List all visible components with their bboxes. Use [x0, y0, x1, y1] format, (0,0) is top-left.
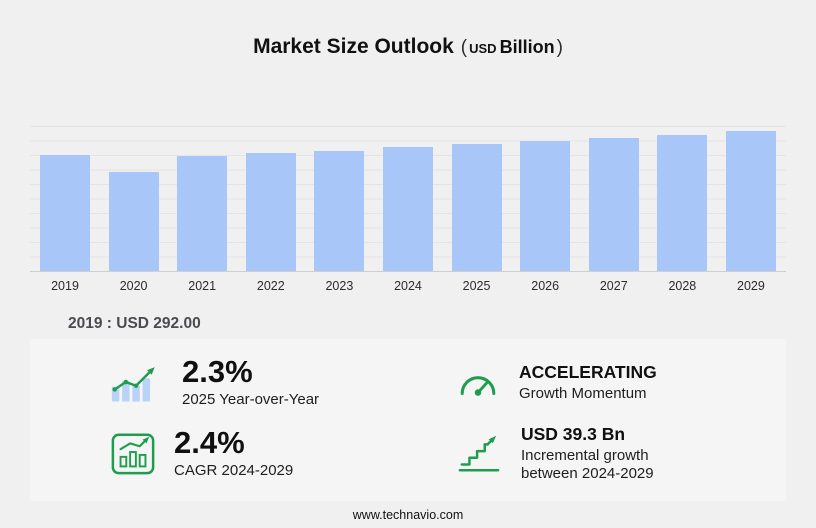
- x-axis-label-2020: 2020: [119, 279, 148, 293]
- bar-2022: [245, 153, 296, 271]
- x-axis-label-2022: 2022: [256, 279, 285, 293]
- x-axis-label-2028: 2028: [668, 279, 697, 293]
- bar-2020: [108, 171, 159, 271]
- yoy-label: 2025 Year-over-Year: [182, 391, 320, 408]
- x-axis-label-2026: 2026: [531, 279, 560, 293]
- x-axis-label-2023: 2023: [325, 279, 354, 293]
- bar-2023: [314, 150, 365, 271]
- bar-chart: 2019 2020 2021 2022 2023 2024 2025 2026 2027 2028…: [30, 126, 786, 293]
- cagr-value: 2.4%: [174, 425, 245, 460]
- stat-momentum: ACCELERATING Growth Momentum: [455, 355, 776, 409]
- speedometer-icon: [455, 361, 501, 403]
- bar-chart-trend-icon: [110, 360, 164, 404]
- bar-2025: [451, 144, 502, 271]
- x-axis-label-2025: 2025: [462, 279, 491, 293]
- bar-2029: [725, 131, 776, 271]
- stats-panel: 2.3% 2025 Year-over-Year ACCELERATING Gr…: [30, 339, 786, 501]
- bar-2019: [40, 155, 90, 271]
- stat-incremental: USD 39.3 Bn Incremental growth between 2…: [455, 423, 776, 483]
- x-axis: 2019 2020 2021 2022 2023 2024 2025 2026 2027 2028…: [30, 279, 786, 293]
- footer: www.technavio.com: [0, 508, 816, 522]
- yoy-value: 2.3%: [182, 354, 253, 389]
- title-unit: Billion: [499, 37, 555, 57]
- plot-area: [30, 126, 786, 272]
- bar-2027: [588, 137, 639, 271]
- x-axis-label-2019: 2019: [51, 279, 79, 293]
- title-main: Market Size Outlook: [253, 35, 454, 58]
- chart-growth-icon: [110, 430, 156, 476]
- stat-cagr: 2.4% CAGR 2024-2029: [110, 423, 455, 483]
- page-title: Market Size Outlook (USD Billion): [0, 0, 816, 62]
- title-paren-close: ): [556, 37, 563, 58]
- stairs-growth-icon: [455, 431, 503, 475]
- incremental-value: USD 39.3 Bn: [521, 424, 626, 444]
- momentum-value: ACCELERATING: [519, 362, 657, 382]
- incremental-label: Incremental growth between 2024-2029: [521, 447, 654, 482]
- x-axis-label-2029: 2029: [737, 279, 765, 293]
- bar-2026: [520, 141, 571, 271]
- stat-yoy: 2.3% 2025 Year-over-Year: [110, 355, 455, 409]
- bar-2021: [177, 155, 228, 271]
- momentum-label: Growth Momentum: [519, 385, 647, 402]
- x-axis-label-2027: 2027: [599, 279, 628, 293]
- x-axis-label-2021: 2021: [188, 279, 217, 293]
- title-sub: (USD Billion): [460, 37, 563, 58]
- footer-url: www.technavio.com: [352, 508, 464, 522]
- base-year-value: 2019 : USD 292.00: [68, 315, 201, 332]
- cagr-label: CAGR 2024-2029: [174, 462, 294, 479]
- x-axis-label-2024: 2024: [394, 279, 422, 293]
- bar-2024: [382, 146, 433, 271]
- bar-2028: [657, 134, 708, 271]
- title-currency: USD: [469, 41, 497, 56]
- title-paren-open: (: [460, 37, 468, 58]
